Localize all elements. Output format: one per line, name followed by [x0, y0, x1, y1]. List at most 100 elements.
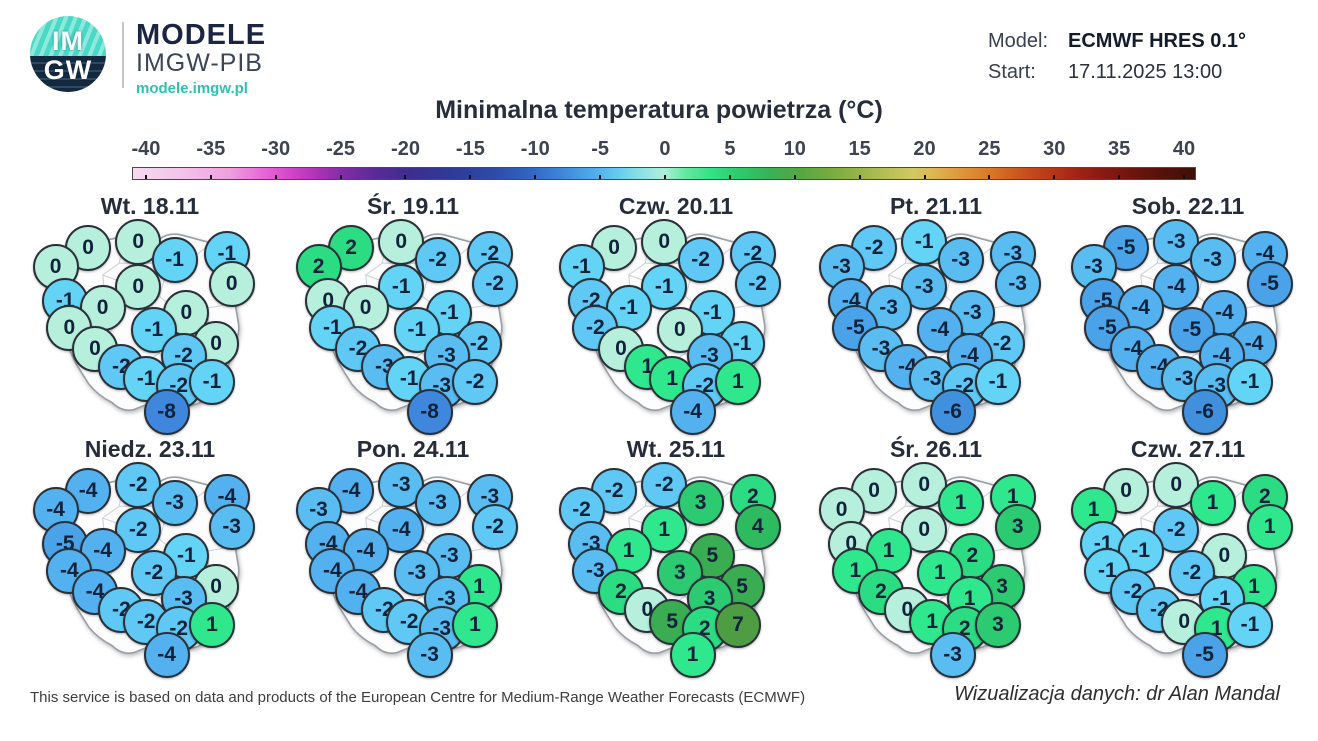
forecast-map-tile: Wt. 25.11 -2 -2 -2 3 2 4 1 -3 1 5 -3 3 5 2 3 0 5 2 7 1: [548, 436, 804, 679]
colorbar-tick-mark: [1183, 175, 1186, 179]
forecast-map-tile: Sob. 22.11 -3 -5 -3 -3 -4 -5 -4 -5 -4 -4 -5 -5 -4 -4 -4…: [1060, 193, 1316, 436]
colorbar-tick-label: 25: [978, 138, 1001, 160]
colorbar-tick-mark: [274, 175, 277, 179]
temperature-bubble: 4: [734, 504, 781, 551]
colorbar-tick-mark: [144, 175, 147, 179]
temperature-bubble: 3: [974, 602, 1021, 649]
colorbar-tick-mark: [663, 175, 666, 179]
colorbar-tick-label: -25: [326, 138, 356, 160]
day-title: Niedz. 23.11: [84, 436, 216, 462]
colorbar-tick-label: -20: [391, 138, 420, 160]
colorbar-tick-label: 20: [913, 138, 936, 160]
temperature-bubble: 1: [188, 602, 235, 649]
temperature-bubble: -1: [974, 359, 1021, 406]
temperature-bubble: -6: [1181, 389, 1228, 436]
temperature-bubble: -3: [406, 632, 453, 679]
temperature-bubble: -2: [414, 236, 461, 283]
colorbar-tick-mark: [469, 175, 472, 179]
temperature-bubble: 1: [1246, 504, 1293, 551]
forecast-map-tile: Czw. 27.11 0 0 1 1 2 1 -2 -1 -1 0 -1 -2 1 -2 -1 -2 0 1 -1 -5: [1060, 436, 1316, 679]
temperature-bubble: -1: [1084, 548, 1131, 595]
logo-mark-im: IM: [52, 26, 84, 56]
temperature-bubble: -4: [1241, 230, 1288, 277]
logo-bottom-half: [30, 55, 106, 92]
temperature-bubble: 3: [656, 550, 703, 597]
colorbar-tick-label: 15: [848, 138, 871, 160]
temperature-bubble: -2: [451, 359, 498, 406]
temperature-bubble: 3: [677, 479, 724, 526]
colorbar-tick-label: -15: [455, 138, 485, 160]
temperature-bubble: -1: [393, 307, 440, 354]
ecmwf-attribution: This service is based on data and produc…: [30, 689, 806, 706]
temperature-bubble: -1: [386, 356, 433, 403]
colorbar-tick-label: 40: [1172, 138, 1196, 160]
temperature-bubble: -1: [151, 236, 198, 283]
colorbar-tick-label: 0: [659, 138, 671, 160]
day-title: Śr. 19.11: [366, 193, 460, 219]
colorbar-tick-mark: [599, 175, 602, 179]
colorbar-tick-mark: [209, 175, 212, 179]
temperature-bubble: -3: [1189, 236, 1236, 283]
colorbar-tick-mark: [404, 175, 407, 179]
temperature-colorbar: -40 -35 -30 -25 -20 -15 -10 -5 0 5 10 15 20 25 30 35 40: [132, 138, 1196, 180]
temperature-bubble: 0: [115, 264, 162, 311]
forecast-map-tile: Śr. 26.11 0 0 0 1 1 3 0 0 1 2 1 1 3 2 1 0 1 2 3 -3: [808, 436, 1064, 679]
temperature-bubble: -3: [151, 479, 198, 526]
temperature-bubble: 1: [669, 632, 716, 679]
model-info: Model: ECMWF HRES 0.1° Start: 17.11.2025…: [988, 30, 1246, 92]
colorbar-tick-label: -10: [520, 138, 550, 160]
colorbar-tick-label: -30: [261, 138, 291, 160]
temperature-bubble: 0: [208, 261, 255, 308]
temperature-bubble: -4: [669, 389, 716, 436]
temperature-bubble: -1: [130, 307, 177, 354]
temperature-bubble: -1: [1226, 602, 1273, 649]
temperature-bubble: -4: [203, 473, 250, 520]
temperature-bubble: -1: [901, 218, 948, 265]
logo-title: MODELE: [136, 19, 267, 51]
logo-divider: [122, 22, 124, 88]
day-title: Czw. 20.11: [618, 193, 734, 219]
colorbar-tick-label: -5: [591, 138, 610, 160]
imgw-logo-icon: IM GW: [30, 16, 106, 92]
day-title: Wt. 25.11: [626, 436, 726, 462]
temperature-bubble: -3: [414, 479, 461, 526]
day-title: Pon. 24.11: [356, 436, 470, 462]
temperature-bubble: -2: [471, 261, 518, 308]
temperature-bubble: 1: [714, 359, 761, 406]
temperature-bubble: -2: [115, 507, 162, 554]
temperature-bubble: -3: [994, 261, 1041, 308]
model-value: ECMWF HRES 0.1°: [1068, 30, 1247, 52]
chart-title: Minimalna temperatura powietrza (°C): [435, 96, 883, 124]
colorbar-tick-label: 30: [1043, 138, 1066, 160]
start-value: 17.11.2025 13:00: [1068, 61, 1223, 83]
temperature-bubble: 1: [1189, 479, 1236, 526]
colorbar-tick-label: -40: [131, 138, 161, 160]
temperature-bubble: -1: [188, 359, 235, 406]
colorbar-tick-label: 10: [783, 138, 806, 160]
day-title: Sob. 22.11: [1131, 193, 1245, 219]
temperature-bubble: -2: [1153, 507, 1200, 554]
temperature-bubble: -6: [929, 389, 976, 436]
forecast-map-tile: Czw. 20.11 0 0 -1 -2 -2 -2 -1 -2 -1 -1 -2 0 -1 0 -3 1 1 -2…: [548, 193, 804, 436]
colorbar-tick-label: -35: [196, 138, 226, 160]
day-title: Śr. 26.11: [889, 436, 983, 462]
forecast-map-tile: Pt. 21.11 -1 -2 -3 -3 -3 -3 -3 -4 -3 -3 -5 -4 -2 -3 -4-…: [808, 193, 1064, 436]
temperature-bubble: -3: [929, 632, 976, 679]
colorbar-tick-mark: [1118, 175, 1121, 179]
temperature-bubble: 1: [916, 550, 963, 597]
temperature-bubble: -5: [1181, 632, 1228, 679]
colorbar-tick-mark: [534, 175, 537, 179]
day-title: Czw. 27.11: [1130, 436, 1246, 462]
colorbar-tick-mark: [728, 175, 731, 179]
colorbar-tick-mark: [988, 175, 991, 179]
start-label: Start:: [988, 61, 1036, 83]
colorbar-tick-label: 35: [1108, 138, 1131, 160]
visualization-credit: Wizualizacja danych: dr Alan Mandal: [954, 683, 1280, 705]
temperature-bubble: -3: [393, 550, 440, 597]
colorbar-tick-mark: [923, 175, 926, 179]
temperature-bubble: -4: [143, 632, 190, 679]
logo-mark-gw: GW: [43, 55, 93, 85]
logo-url[interactable]: modele.imgw.pl: [136, 80, 248, 97]
temperature-bubble: 0: [901, 507, 948, 554]
